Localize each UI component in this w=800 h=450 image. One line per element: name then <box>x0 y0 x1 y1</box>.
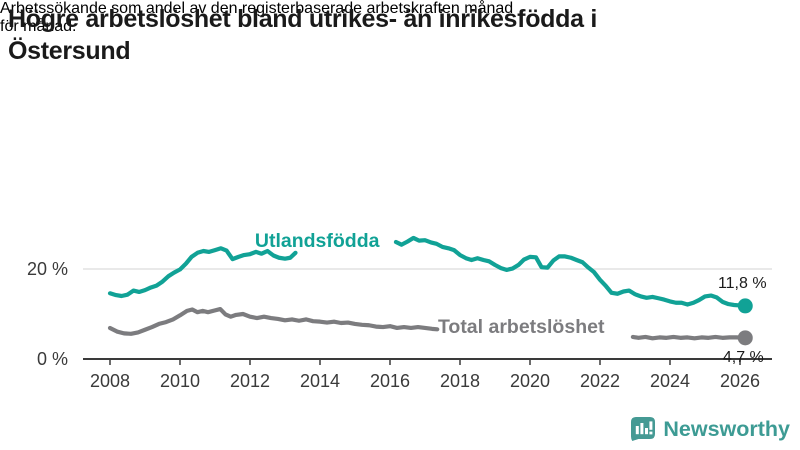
series-inline-label-1: Total arbetslöshet <box>438 316 605 338</box>
chart-subtitle-line-2: för månad. <box>0 18 77 35</box>
series-inline-label-0: Utlandsfödda <box>255 230 380 252</box>
series-end-value-label-0: 11,8 % <box>718 275 767 292</box>
x-axis-tick-label: 2016 <box>370 371 410 391</box>
x-axis-tick-label: 2010 <box>160 371 200 391</box>
newsworthy-wordmark: Newsworthy <box>663 416 790 441</box>
newsworthy-logo[interactable]: Newsworthy <box>630 416 790 442</box>
series-line-0 <box>393 235 748 308</box>
series-end-dot-1 <box>737 330 753 346</box>
x-axis-tick-label: 2024 <box>650 371 690 391</box>
series-line-1 <box>630 334 748 341</box>
chart-subtitle-line-1: Arbetssökande som andel av den registerb… <box>0 0 514 17</box>
chart-title-line-1: Högre arbetslöshet bland utrikes- än inr… <box>8 5 597 33</box>
series-line-1 <box>107 306 440 336</box>
x-axis-tick-label: 2020 <box>510 371 550 391</box>
chart-title: Högre arbetslöshet bland utrikes- än inr… <box>8 4 794 67</box>
x-axis-tick-label: 2008 <box>90 371 130 391</box>
x-axis-tick-label: 2018 <box>440 371 480 391</box>
chart-title-line-2: Östersund <box>8 36 131 65</box>
y-axis-tick-label: 0 % <box>37 349 68 369</box>
series-end-value-label-1: 4,7 % <box>723 349 764 366</box>
x-axis-tick-label: 2014 <box>300 371 340 391</box>
x-axis-tick-label: 2022 <box>580 371 620 391</box>
x-axis-tick-label: 2026 <box>720 371 760 391</box>
series-end-dot-0 <box>737 298 753 314</box>
newsworthy-bar-chart-bubble-icon <box>631 417 656 441</box>
x-axis-tick-label: 2012 <box>230 371 270 391</box>
series-line-0 <box>107 246 298 299</box>
y-axis-tick-label: 20 % <box>27 259 68 279</box>
